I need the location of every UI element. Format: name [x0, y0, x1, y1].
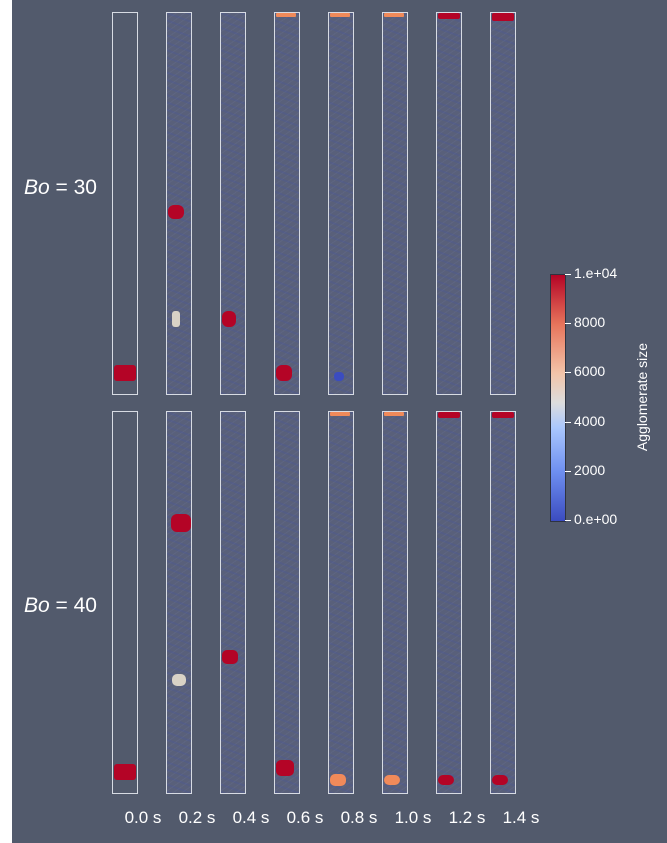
simulation-column [436, 411, 462, 794]
time-label: 1.0 s [394, 808, 432, 827]
agglomerate-blob [222, 650, 239, 665]
agglomerate-blob [276, 13, 297, 17]
particle-field [167, 13, 191, 394]
colorbar [550, 274, 566, 522]
time-label: 1.4 s [502, 808, 540, 827]
time-label: 1.2 s [448, 808, 486, 827]
particle-field [383, 412, 407, 793]
agglomerate-blob [384, 412, 405, 416]
colorbar-tick [565, 422, 571, 423]
colorbar-tick [565, 520, 571, 521]
simulation-column [220, 411, 246, 794]
particle-field [113, 412, 137, 793]
simulation-column [274, 12, 300, 395]
colorbar-tick [565, 471, 571, 472]
colorbar-tick-label: 0.e+00 [574, 511, 618, 527]
simulation-column [328, 12, 354, 395]
agglomerate-blob [171, 514, 191, 533]
colorbar-tick-label: 4000 [574, 413, 606, 429]
agglomerate-blob [114, 365, 137, 382]
agglomerate-blob [330, 773, 347, 786]
particle-field [491, 13, 515, 394]
visualization-viewport: Bo = 30 Bo = 40 0.0 s 0.2 s 0.4 s 0.6 s … [12, 0, 667, 843]
simulation-column [166, 411, 192, 794]
agglomerate-blob [172, 311, 181, 328]
time-label: 0.6 s [286, 808, 324, 827]
simulation-column [490, 12, 516, 395]
particle-field [275, 412, 299, 793]
time-label: 0.4 s [232, 808, 270, 827]
time-label: 0.0 s [124, 808, 162, 827]
agglomerate-blob [384, 774, 401, 785]
simulation-column [274, 411, 300, 794]
agglomerate-blob [492, 412, 515, 418]
particle-field [275, 13, 299, 394]
agglomerate-blob [492, 774, 509, 785]
agglomerate-blob [438, 13, 461, 19]
agglomerate-blob [384, 13, 405, 17]
agglomerate-blob [222, 311, 237, 328]
row-label-bo-40: Bo = 40 [24, 594, 97, 617]
row-label-bo-30: Bo = 30 [24, 176, 97, 199]
agglomerate-blob [438, 412, 461, 418]
simulation-column [112, 411, 138, 794]
particle-field [437, 13, 461, 394]
simulation-column [382, 12, 408, 395]
particle-field [167, 412, 191, 793]
simulation-column [328, 411, 354, 794]
simulation-column [382, 411, 408, 794]
colorbar-title: Agglomerate size [634, 342, 650, 452]
simulation-column [166, 12, 192, 395]
agglomerate-blob [114, 764, 137, 781]
simulation-column [490, 411, 516, 794]
agglomerate-blob [334, 372, 345, 382]
agglomerate-blob [172, 674, 187, 687]
time-label: 0.2 s [178, 808, 216, 827]
simulation-column [220, 12, 246, 395]
particle-field [113, 13, 137, 394]
agglomerate-blob [438, 774, 455, 785]
particle-field [437, 412, 461, 793]
simulation-column [112, 12, 138, 395]
colorbar-tick [565, 274, 571, 275]
colorbar-tick-label: 2000 [574, 462, 606, 478]
colorbar-tick-label: 8000 [574, 314, 606, 330]
colorbar-tick [565, 323, 571, 324]
time-label: 0.8 s [340, 808, 378, 827]
particle-field [329, 412, 353, 793]
agglomerate-blob [276, 760, 295, 777]
colorbar-tick [565, 372, 571, 373]
agglomerate-blob [276, 365, 293, 382]
particle-field [491, 412, 515, 793]
particle-field [329, 13, 353, 394]
agglomerate-blob [492, 13, 515, 21]
particle-field [221, 13, 245, 394]
simulation-column [436, 12, 462, 395]
particle-field [383, 13, 407, 394]
agglomerate-blob [330, 13, 351, 17]
colorbar-tick-label: 6000 [574, 363, 606, 379]
colorbar-tick-label: 1.e+04 [574, 265, 618, 281]
agglomerate-blob [167, 205, 184, 220]
particle-field [221, 412, 245, 793]
agglomerate-blob [330, 412, 351, 416]
